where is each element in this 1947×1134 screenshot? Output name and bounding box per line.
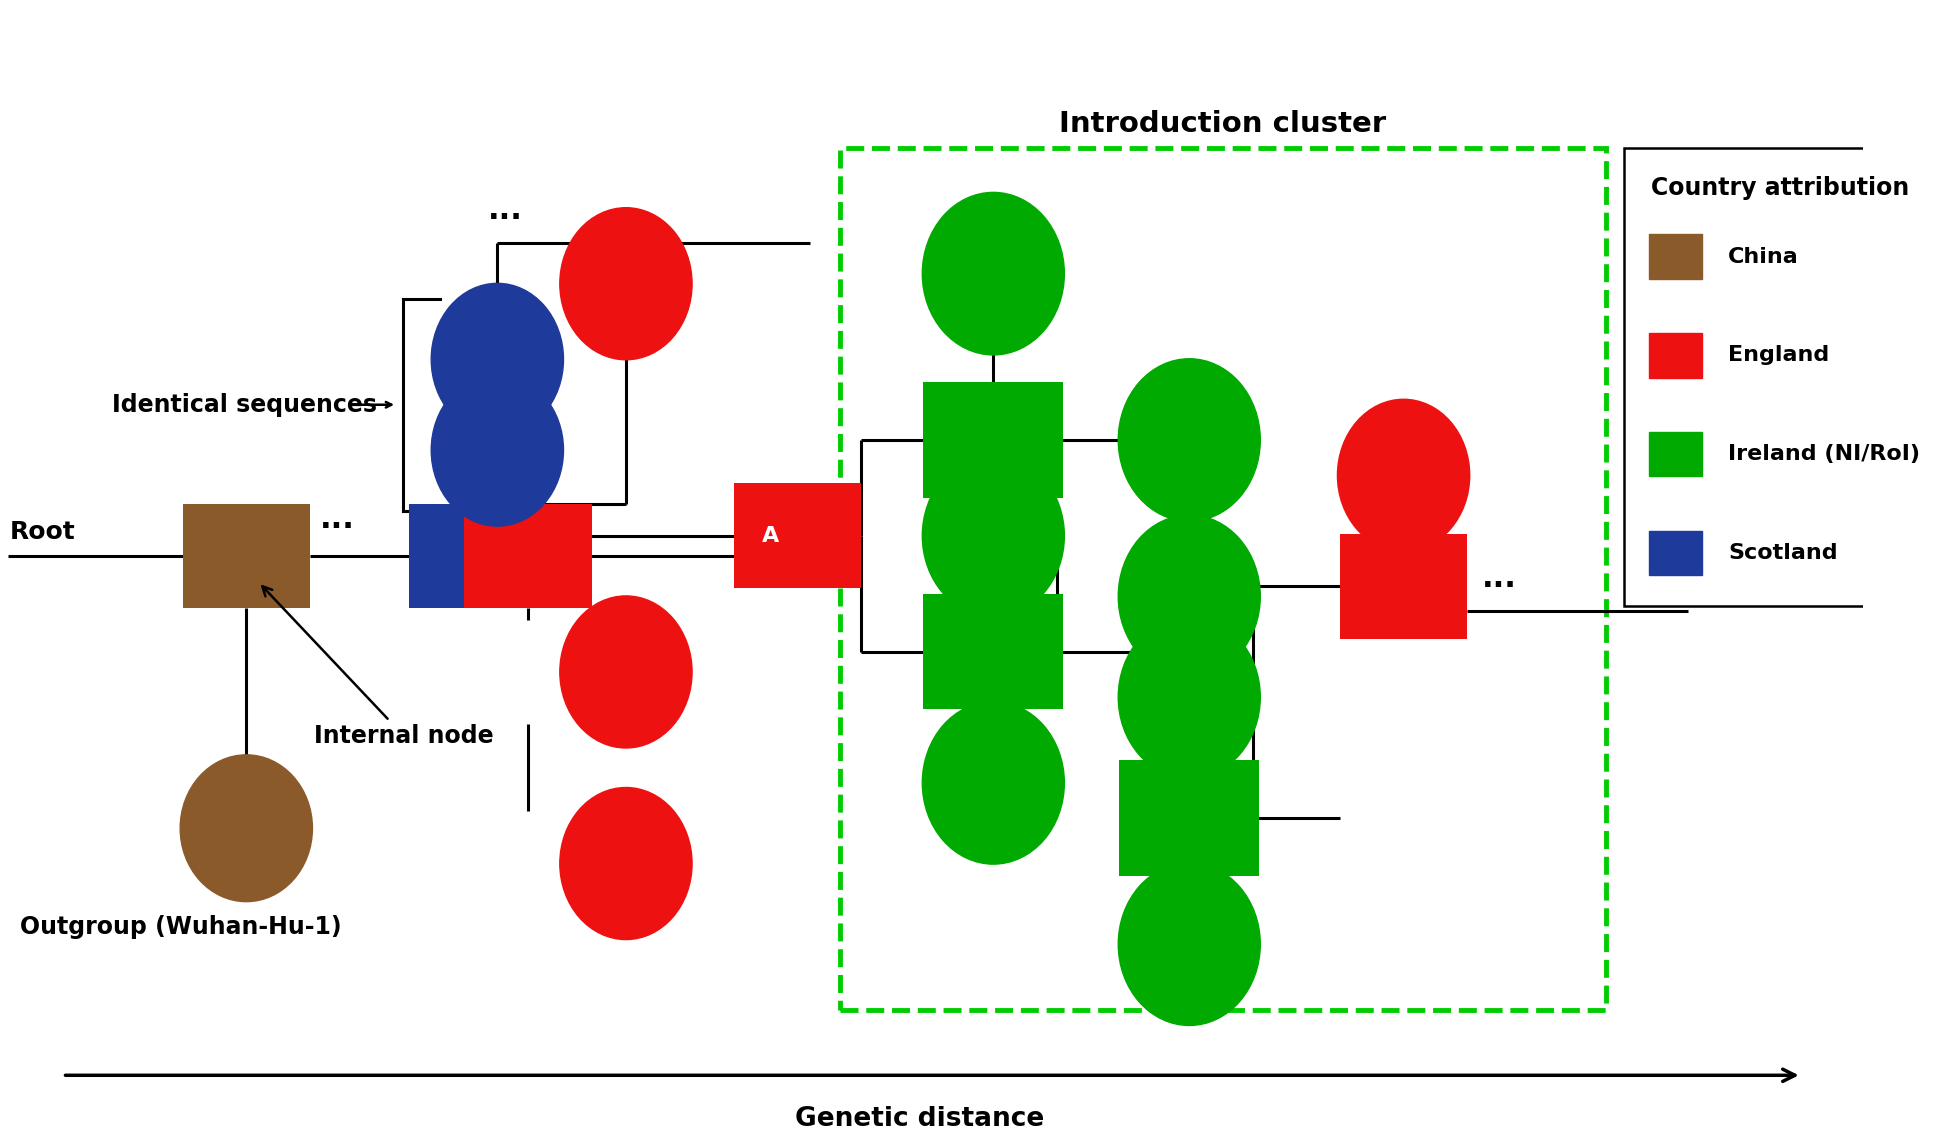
Bar	[841, 147, 1606, 1009]
Text: A: A	[761, 526, 779, 545]
Text: Root: Root	[10, 519, 76, 544]
Bar	[1649, 333, 1702, 378]
Ellipse shape	[923, 193, 1065, 355]
Bar	[463, 503, 592, 609]
Text: Country attribution: Country attribution	[1651, 176, 1910, 200]
Text: Outgroup (Wuhan-Hu-1): Outgroup (Wuhan-Hu-1)	[19, 915, 341, 939]
Text: Ireland (NI/RoI): Ireland (NI/RoI)	[1729, 445, 1920, 464]
Bar	[923, 594, 1063, 710]
Ellipse shape	[430, 374, 563, 526]
Bar	[183, 503, 310, 609]
Text: Internal node: Internal node	[263, 586, 493, 747]
Text: ···: ···	[487, 204, 522, 234]
Ellipse shape	[923, 702, 1065, 864]
Ellipse shape	[1118, 863, 1260, 1025]
Ellipse shape	[1338, 399, 1470, 551]
Text: Scotland: Scotland	[1729, 543, 1838, 562]
Bar	[409, 503, 537, 609]
Bar	[923, 382, 1063, 498]
Ellipse shape	[561, 787, 691, 940]
Bar	[1340, 534, 1468, 638]
Text: China: China	[1729, 246, 1799, 266]
Text: Introduction cluster: Introduction cluster	[1059, 110, 1386, 137]
Text: Identical sequences: Identical sequences	[111, 392, 376, 416]
Bar	[734, 483, 861, 589]
Ellipse shape	[1118, 616, 1260, 778]
Text: England: England	[1729, 346, 1830, 365]
Ellipse shape	[561, 595, 691, 748]
Ellipse shape	[1118, 358, 1260, 522]
Text: ···: ···	[319, 513, 354, 542]
Text: Genetic distance: Genetic distance	[794, 1106, 1044, 1132]
Bar	[1120, 761, 1260, 875]
Bar	[1649, 432, 1702, 476]
Ellipse shape	[181, 755, 312, 902]
Ellipse shape	[430, 284, 563, 435]
Ellipse shape	[1118, 515, 1260, 678]
Ellipse shape	[561, 208, 691, 359]
Bar	[1624, 147, 1935, 607]
Bar	[1649, 531, 1702, 575]
Text: ···: ···	[1482, 573, 1517, 601]
Bar	[1649, 235, 1702, 279]
Ellipse shape	[923, 455, 1065, 617]
